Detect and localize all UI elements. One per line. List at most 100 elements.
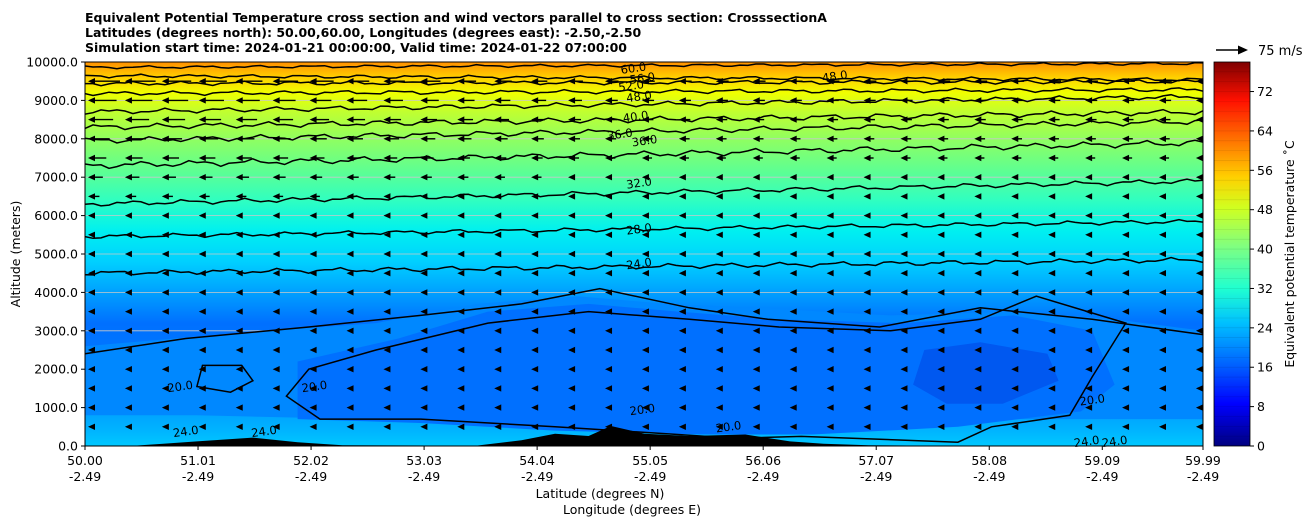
wind-vector	[198, 97, 224, 104]
wind-vector	[752, 116, 765, 123]
chart-title-line-2: Latitudes (degrees north): 50.00,60.00, …	[85, 25, 642, 40]
wind-vector	[937, 308, 945, 315]
wind-vector	[161, 174, 176, 181]
x-tick-label-lat: 54.04	[519, 453, 555, 468]
wind-vector	[752, 404, 760, 411]
wind-vector	[531, 78, 548, 85]
wind-vector	[383, 174, 396, 181]
wind-vector	[346, 385, 354, 392]
wind-vector	[1011, 174, 1019, 181]
colorbar-tick-label: 64	[1257, 123, 1273, 138]
wind-vector	[937, 212, 945, 219]
wind-vector	[1158, 289, 1166, 296]
wind-vector	[457, 346, 465, 354]
wind-vector	[124, 154, 143, 162]
wind-vector	[826, 154, 837, 162]
wind-vector	[641, 423, 649, 430]
wind-vector	[235, 154, 252, 162]
wind-vector	[494, 270, 502, 277]
wind-vector	[235, 404, 243, 411]
contour-label: 36.0	[631, 132, 658, 149]
contour-line	[85, 256, 1203, 276]
wind-vector	[494, 231, 502, 238]
wind-vector	[752, 385, 760, 392]
wind-vector	[974, 154, 985, 162]
wind-vector	[124, 174, 140, 181]
wind-vector	[309, 423, 317, 430]
wind-vector	[88, 97, 117, 104]
wind-vector	[494, 346, 502, 354]
x-tick-label-lat: 50.00	[67, 453, 103, 468]
wind-vector	[1048, 212, 1056, 219]
wind-vector	[1195, 308, 1203, 315]
wind-vector	[272, 289, 280, 296]
wind-vector	[937, 250, 945, 258]
wind-vector	[937, 385, 945, 392]
x-tick-label-lat: 56.06	[745, 453, 781, 468]
wind-vector	[605, 78, 619, 85]
wind-vector	[198, 231, 206, 238]
y-tick-label: 8000.0	[34, 131, 78, 146]
wind-vector	[715, 404, 723, 411]
wind-vector	[161, 154, 180, 162]
wind-vector	[346, 231, 354, 238]
wind-vector	[900, 116, 912, 123]
wind-vector	[605, 423, 613, 430]
wind-vector	[1011, 385, 1019, 392]
wind-vector	[900, 346, 908, 354]
wind-vector	[641, 78, 655, 85]
wind-vector	[161, 423, 169, 430]
wind-vector	[752, 327, 760, 334]
wind-vector	[715, 385, 723, 392]
wind-vector	[641, 327, 649, 334]
contour-label: 24.0	[1101, 433, 1128, 450]
wind-vector	[1085, 289, 1093, 296]
wind-vector	[900, 174, 908, 181]
wind-vector	[309, 193, 320, 200]
wind-vector	[863, 423, 871, 430]
wind-vector	[605, 346, 613, 354]
wind-vector	[678, 270, 686, 277]
wind-vector	[678, 404, 686, 411]
contour-label: 32.0	[625, 174, 652, 191]
wind-vector	[309, 174, 323, 181]
wind-vector	[826, 135, 838, 142]
contour-label: 20.0	[166, 378, 193, 395]
wind-vector	[826, 346, 834, 354]
wind-vector	[457, 212, 465, 219]
wind-vector	[863, 346, 871, 354]
wind-vector	[1085, 327, 1093, 334]
wind-vector	[198, 154, 216, 162]
wind-vector	[198, 346, 206, 354]
wind-vector	[346, 327, 354, 334]
wind-vector	[641, 346, 649, 354]
colorbar-tick-label: 48	[1257, 202, 1273, 217]
wind-vector	[900, 289, 908, 296]
wind-vector	[235, 385, 243, 392]
wind-vector	[752, 366, 760, 373]
contour-label: 28.0	[625, 220, 652, 237]
wind-vector	[1048, 385, 1056, 392]
contour-line	[85, 139, 1203, 170]
wind-vector	[124, 193, 137, 200]
wind-vector	[863, 250, 871, 258]
wind-vector	[568, 154, 580, 162]
wind-vector	[863, 78, 877, 85]
wind-vector	[752, 250, 760, 258]
wind-vector	[789, 346, 797, 354]
wind-vector	[420, 78, 441, 85]
wind-vector	[161, 231, 169, 238]
wind-vector	[309, 154, 325, 162]
wind-vector	[235, 97, 260, 104]
wind-vector	[641, 231, 649, 238]
wind-vector	[272, 97, 296, 104]
wind-vector	[789, 212, 797, 219]
wind-vector	[531, 193, 539, 200]
wind-vector	[272, 250, 280, 258]
colorbar-tick-label: 72	[1257, 84, 1273, 99]
wind-vector	[1122, 78, 1135, 85]
wind-vector	[124, 385, 132, 392]
wind-vector	[752, 174, 760, 181]
wind-vector	[678, 289, 686, 296]
wind-vector	[937, 366, 945, 373]
